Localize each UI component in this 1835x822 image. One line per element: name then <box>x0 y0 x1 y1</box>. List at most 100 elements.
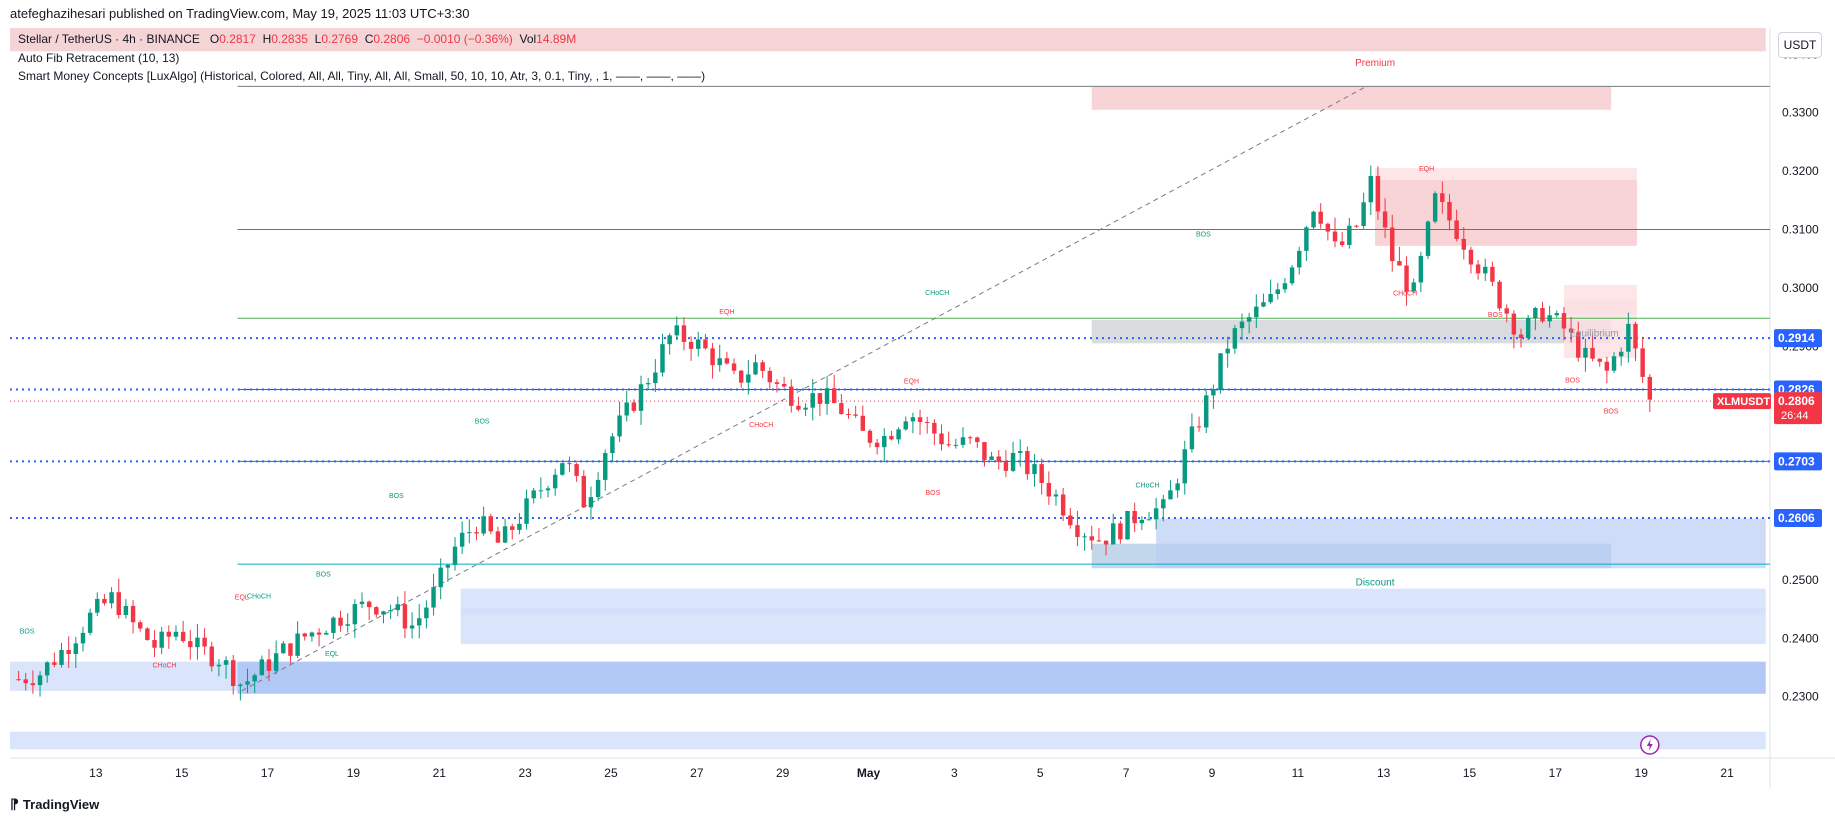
candle-body-107 <box>781 383 787 387</box>
candle-body-98 <box>717 358 722 366</box>
candle-body-61 <box>452 546 458 565</box>
candle-body-62 <box>459 532 465 547</box>
candle-body-130 <box>946 444 951 446</box>
x-tick-label-14: 11 <box>1292 766 1305 780</box>
y-tick-label-0: 0.2300 <box>1782 690 1819 704</box>
candle-body-9 <box>80 632 86 644</box>
x-tick-label-2: 17 <box>261 766 275 780</box>
candle-body-184 <box>1332 231 1338 242</box>
candle-body-68 <box>502 526 508 543</box>
price-badge-text-3: 0.2606 <box>1778 511 1815 525</box>
candle-body-49 <box>366 601 372 608</box>
candle-body-162 <box>1175 483 1180 491</box>
candle-body-74 <box>545 488 551 491</box>
change-value: −0.0010 (−0.36%) <box>416 32 513 46</box>
structure-label-5: EQH <box>904 379 919 386</box>
structure-label-7: BOS <box>1196 231 1211 238</box>
candle-body-41 <box>309 632 315 637</box>
candle-body-117 <box>853 414 858 416</box>
candle-body-179 <box>1297 250 1302 268</box>
candle-body-82 <box>603 453 608 480</box>
candle-body-192 <box>1390 227 1395 262</box>
candle-body-106 <box>774 382 780 384</box>
candle-body-124 <box>903 421 908 430</box>
candle-body-84 <box>617 415 622 437</box>
candle-body-32 <box>245 681 250 685</box>
x-tick-label-19: 21 <box>1720 766 1734 780</box>
candle-body-176 <box>1275 289 1280 295</box>
brand-label: TradingView <box>22 797 100 812</box>
structure-label-9: BOS <box>389 493 404 500</box>
candle-body-199 <box>1440 193 1445 202</box>
zone-ob_blue_light-10 <box>460 607 1766 615</box>
zone-equilibrium-1 <box>1091 320 1612 344</box>
candle-body-205 <box>1483 266 1488 274</box>
candle-body-170 <box>1232 328 1238 349</box>
candle-body-54 <box>402 604 408 629</box>
tradingview-brand[interactable]: ⁋ TradingView <box>10 796 99 813</box>
close-value: 0.2806 <box>373 32 411 46</box>
candle-body-204 <box>1475 264 1481 274</box>
x-tick-label-1: 15 <box>175 766 189 780</box>
symbol-title[interactable]: Stellar / TetherUS · 4h · BINANCE <box>18 32 200 46</box>
candle-body-63 <box>467 532 472 534</box>
candle-body-219 <box>1583 347 1588 358</box>
candle-body-212 <box>1533 307 1538 319</box>
candle-body-83 <box>610 436 615 454</box>
candle-body-14 <box>116 592 121 616</box>
candle-body-24 <box>188 641 193 648</box>
candle-body-185 <box>1339 241 1345 246</box>
zone-ob_blue_light-12 <box>10 731 1766 750</box>
indicator-smc-legend[interactable]: Smart Money Concepts [LuxAlgo] (Historic… <box>18 69 706 83</box>
candle-body-122 <box>889 436 894 440</box>
candle-body-53 <box>395 604 400 611</box>
candle-body-208 <box>1504 308 1509 314</box>
candle-body-70 <box>517 523 522 530</box>
candle-body-187 <box>1354 225 1359 227</box>
candle-body-29 <box>223 660 229 665</box>
currency-button[interactable]: USDT <box>1778 32 1822 58</box>
candle-body-86 <box>631 402 637 411</box>
candle-body-1 <box>23 679 28 684</box>
candle-body-10 <box>87 612 93 633</box>
candle-body-189 <box>1368 176 1373 203</box>
zone-premium-0 <box>1091 86 1612 110</box>
candle-body-133 <box>967 437 973 439</box>
candle-body-112 <box>817 393 823 404</box>
candle-body-159 <box>1153 508 1159 520</box>
candle-body-17 <box>137 622 143 629</box>
zone-ob_red-3 <box>1375 179 1637 246</box>
y-tick-label-2: 0.2500 <box>1782 573 1819 587</box>
candle-body-160 <box>1161 499 1166 509</box>
indicator-fib-legend[interactable]: Auto Fib Retracement (10, 13) <box>18 51 180 65</box>
candle-body-139 <box>1010 452 1016 471</box>
candle-body-76 <box>560 463 565 475</box>
candle-body-115 <box>839 403 844 414</box>
last-price-text: 0.2806 <box>1778 394 1815 408</box>
candle-body-144 <box>1046 482 1052 497</box>
candle-body-36 <box>273 653 279 671</box>
candle-body-44 <box>331 617 336 633</box>
candle-body-127 <box>924 421 930 423</box>
candle-body-172 <box>1246 317 1252 322</box>
candle-body-30 <box>231 660 236 687</box>
candle-body-42 <box>316 632 322 635</box>
candle-body-88 <box>645 383 651 385</box>
structure-label-13: BOS <box>1488 312 1503 319</box>
candle-body-190 <box>1375 176 1381 212</box>
candle-body-129 <box>939 433 944 445</box>
candle-body-156 <box>1132 511 1137 524</box>
candle-body-40 <box>302 633 307 637</box>
candle-body-154 <box>1118 523 1123 540</box>
candle-body-47 <box>352 604 358 625</box>
structure-label-17: CHoCH <box>749 422 773 429</box>
candle-body-138 <box>1003 461 1009 471</box>
candle-body-8 <box>73 643 79 654</box>
candle-body-110 <box>803 407 808 410</box>
price-badge-0 <box>1774 329 1822 348</box>
structure-label-15: BOS <box>1604 408 1619 415</box>
candle-body-143 <box>1039 464 1044 483</box>
candle-body-201 <box>1454 220 1459 239</box>
candle-body-131 <box>953 444 959 446</box>
